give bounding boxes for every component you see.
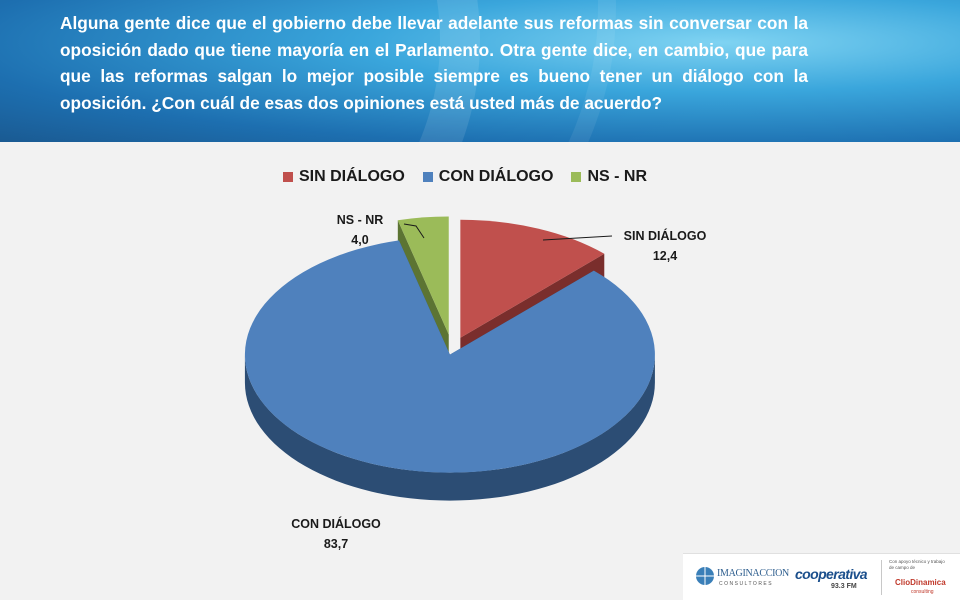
- legend-label: SIN DIÁLOGO: [299, 168, 405, 185]
- data-label-category: SIN DIÁLOGO: [623, 229, 707, 243]
- imaginaccion-logo: IMAGINACCION CONSULTORES: [695, 564, 789, 592]
- leader-line-ns-nr: [403, 223, 425, 239]
- sponsor-logos-bar: IMAGINACCION CONSULTORES cooperativa 93.…: [683, 553, 960, 601]
- logo-text: ClioDinamica: [895, 578, 946, 587]
- chart-legend: SIN DIÁLOGO CON DIÁLOGO NS - NR: [283, 168, 647, 186]
- pie-slice-top: [460, 219, 605, 338]
- survey-question: Alguna gente dice que el gobierno debe l…: [60, 13, 808, 113]
- data-label-ns-nr: NS - NR 4,0: [320, 210, 400, 250]
- logo-text: cooperativa: [795, 566, 868, 582]
- data-label-con-dialogo: CON DIÁLOGO 83,7: [276, 514, 396, 554]
- pie-slice-rim: [244, 354, 655, 501]
- globe-icon: [696, 567, 714, 585]
- pie-slice-top: [244, 240, 655, 473]
- pie-slice-con-dialogo: [244, 240, 655, 501]
- data-label-value: 83,7: [323, 537, 349, 551]
- logo-divider: [881, 560, 882, 595]
- cooperativa-logo: cooperativa 93.3 FM: [795, 564, 868, 594]
- header-banner: Alguna gente dice que el gobierno debe l…: [0, 0, 960, 142]
- legend-item-con-dialogo: CON DIÁLOGO: [422, 168, 554, 186]
- data-label-value: 4,0: [351, 233, 369, 247]
- logo-text: IMAGINACCION: [717, 568, 789, 579]
- legend-swatch: [422, 172, 433, 182]
- data-label-category: CON DIÁLOGO: [291, 517, 381, 531]
- legend-item-ns-nr: NS - NR: [571, 168, 647, 186]
- data-label-sin-dialogo: SIN DIÁLOGO 12,4: [612, 226, 718, 266]
- logo-subtext: 93.3 FM: [831, 583, 857, 590]
- pie-slice-top: [397, 216, 449, 335]
- legend-label: CON DIÁLOGO: [438, 168, 554, 185]
- leader-line-sin-dialogo: [542, 235, 613, 241]
- legend-item-sin-dialogo: SIN DIÁLOGO: [283, 168, 405, 186]
- logo-subtext: CONSULTORES: [719, 581, 774, 587]
- data-label-value: 12,4: [652, 249, 678, 263]
- logo-subtext: consulting: [911, 589, 934, 595]
- legend-label: NS - NR: [587, 168, 648, 185]
- cliodinamica-logo: Con apoyo técnico y trabajo de campo de …: [889, 559, 957, 597]
- data-label-category: NS - NR: [336, 213, 384, 227]
- legend-swatch: [571, 172, 582, 182]
- legend-swatch: [283, 172, 293, 182]
- logo-caption: Con apoyo técnico y trabajo de campo de: [889, 559, 945, 570]
